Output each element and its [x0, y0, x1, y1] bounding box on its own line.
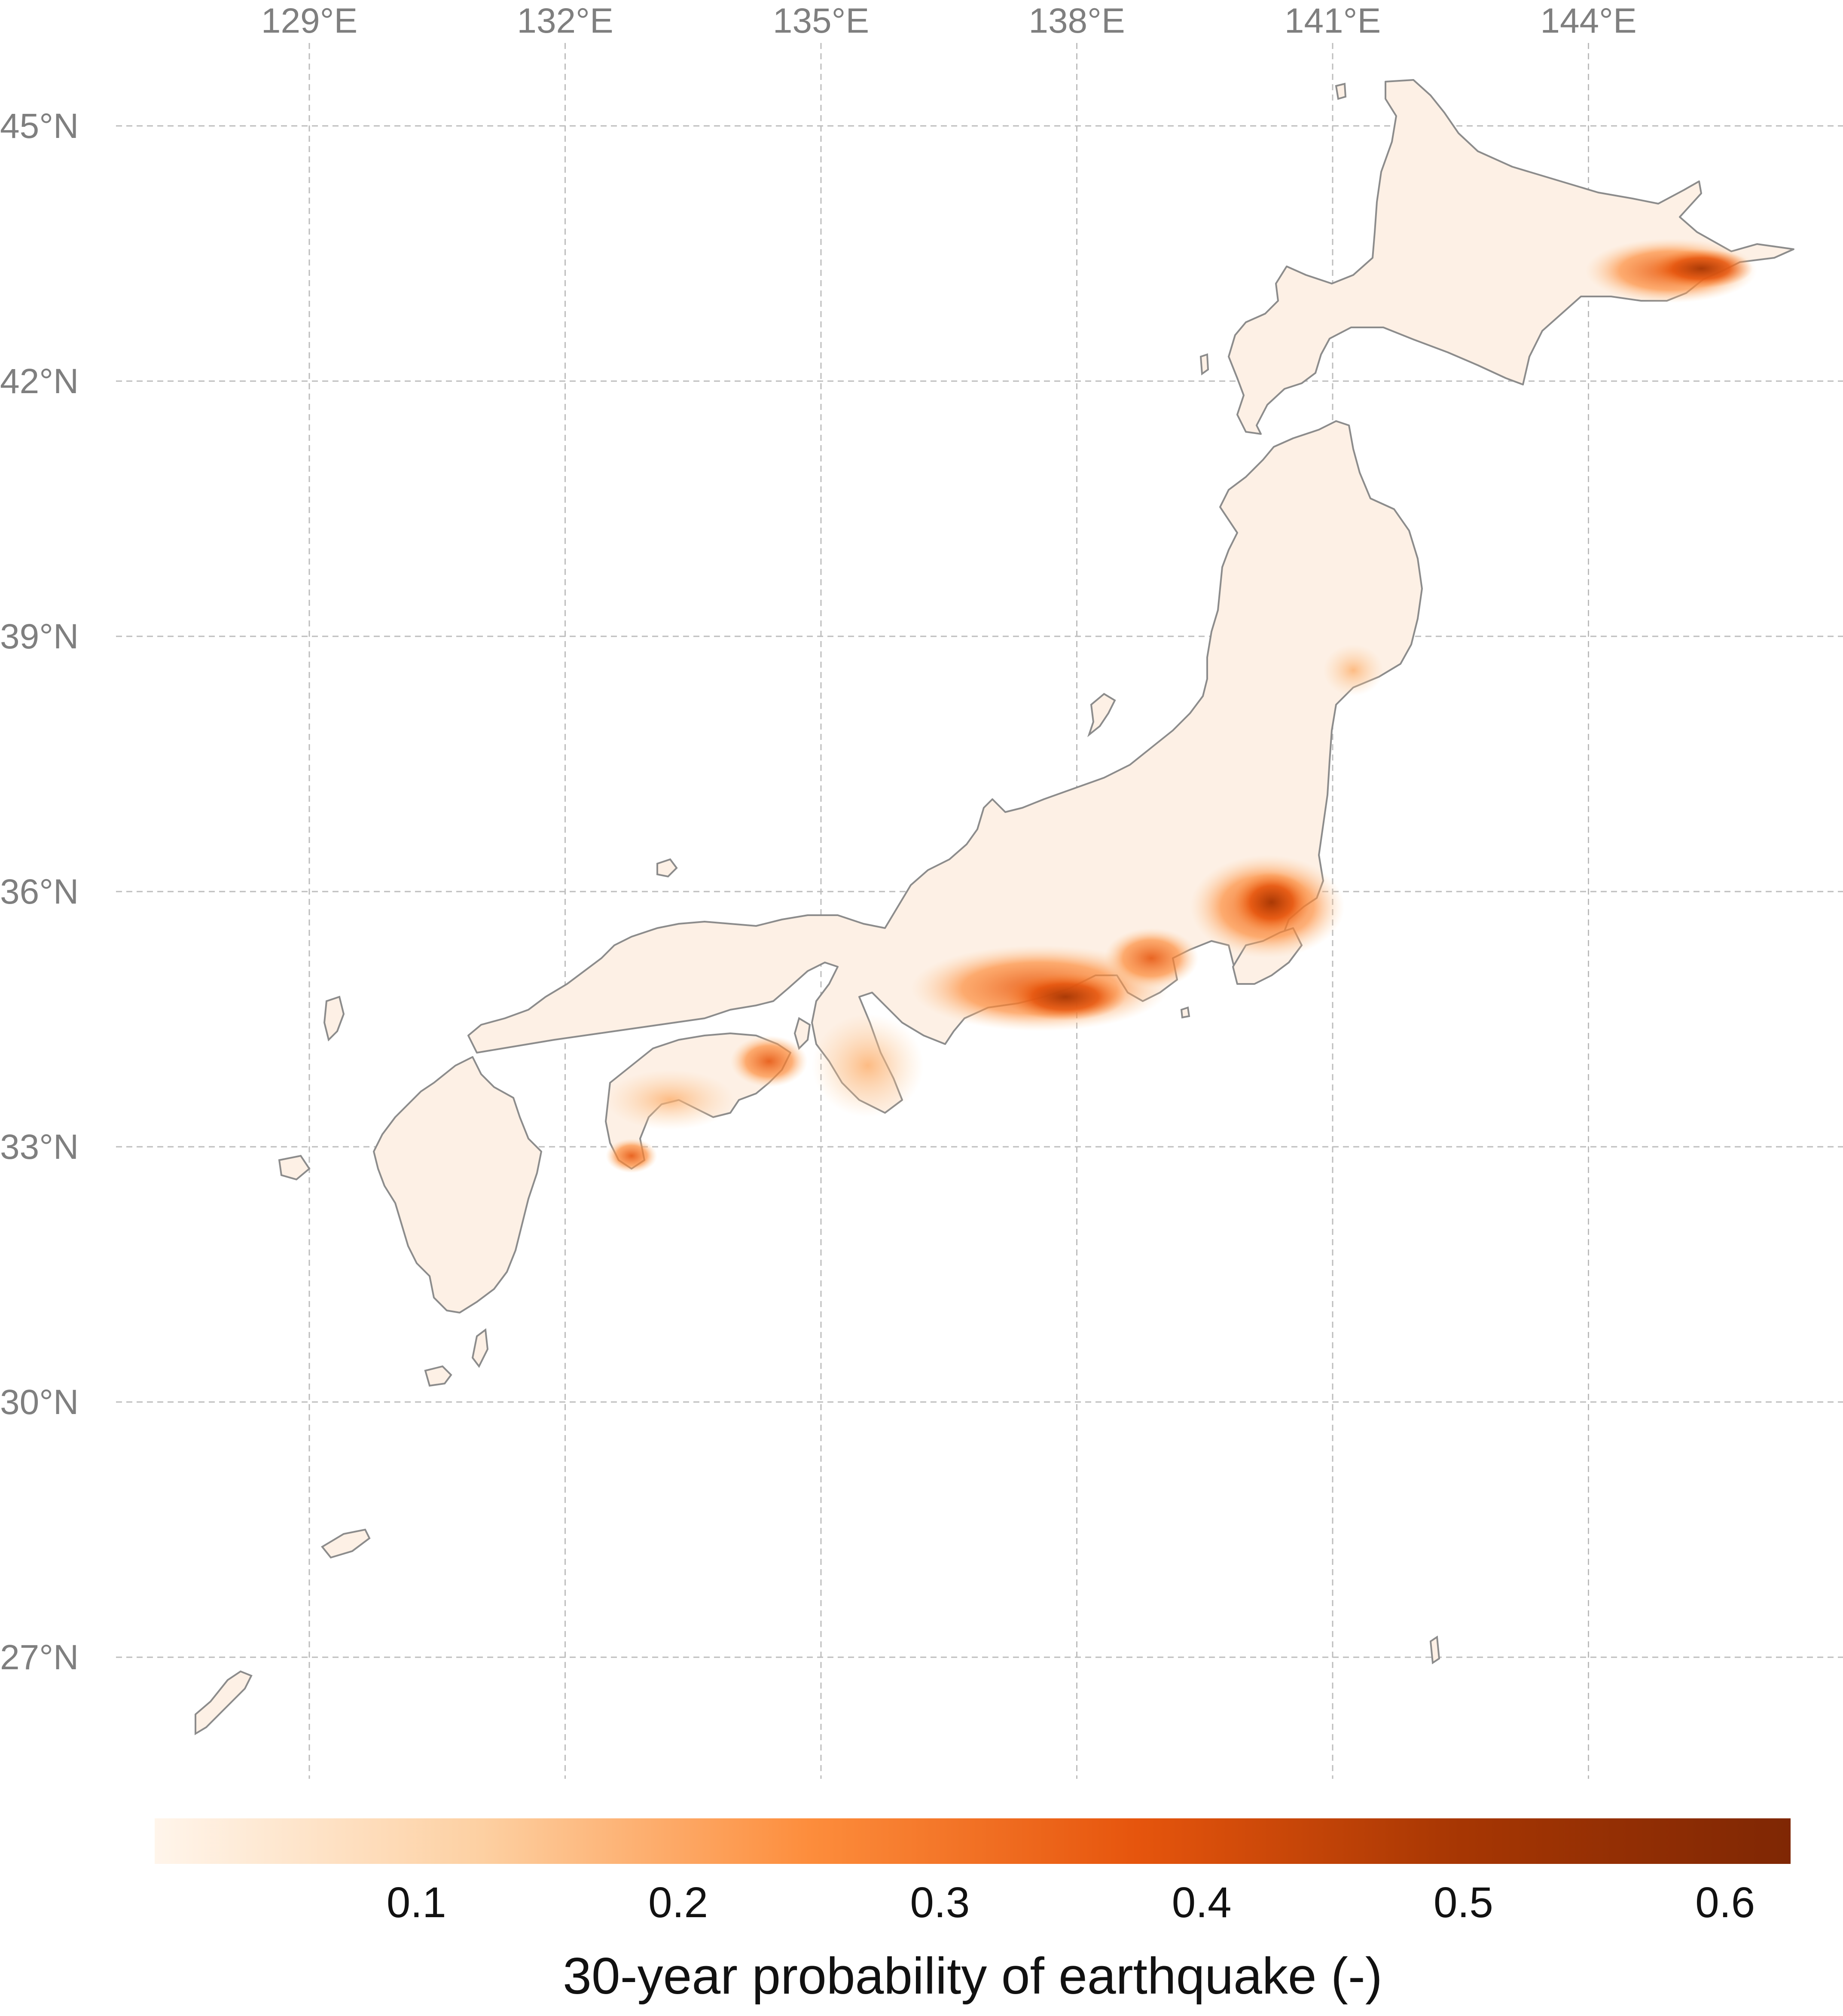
japan-land — [195, 79, 1794, 1735]
sado-island — [1087, 693, 1116, 737]
legend-colorbar — [155, 1818, 1791, 1864]
hotspot-shikoku-cape — [606, 1139, 657, 1173]
lon-tick-label: 135°E — [773, 1, 869, 40]
legend-tick-label: 0.3 — [910, 1879, 970, 1927]
izu-oshima — [1180, 1006, 1190, 1019]
lat-tick-label: 27°N — [0, 1638, 79, 1677]
longitude-labels: 129°E 132°E 135°E 138°E 141°E 144°E — [261, 1, 1637, 40]
hotspot-kii — [812, 1014, 924, 1117]
awaji-island — [793, 1017, 811, 1050]
lat-tick-label: 45°N — [0, 107, 79, 146]
hotspot-tohoku-east — [1323, 645, 1383, 696]
hotspot-shikoku-south — [606, 1070, 735, 1130]
lon-tick-label: 132°E — [517, 1, 613, 40]
lon-tick-label: 129°E — [261, 1, 357, 40]
lon-tick-label: 138°E — [1028, 1, 1125, 40]
lat-tick-label: 33°N — [0, 1127, 79, 1167]
lat-tick-label: 39°N — [0, 617, 79, 656]
legend-tick-label: 0.6 — [1695, 1879, 1755, 1927]
okinawa-island — [195, 1670, 253, 1735]
yakushima — [424, 1365, 452, 1387]
rebun-rishiri — [1335, 82, 1347, 100]
tanegashima — [471, 1328, 489, 1368]
goto-islands — [278, 1155, 311, 1181]
legend-title: 30-year probability of earthquake (-) — [563, 1947, 1382, 2005]
hotspot-izu — [1104, 928, 1199, 988]
legend-tick-label: 0.2 — [648, 1879, 708, 1927]
lat-tick-label: 42°N — [0, 362, 79, 401]
legend-ticks: 0.1 0.2 0.3 0.4 0.5 0.6 — [387, 1864, 1755, 1927]
legend-tick-label: 0.5 — [1434, 1879, 1493, 1927]
ogasawara — [1429, 1635, 1440, 1665]
hotspot-shikoku-east — [730, 1035, 808, 1087]
oki-islands — [656, 858, 678, 878]
amami-oshima — [321, 1528, 371, 1559]
lon-tick-label: 144°E — [1540, 1, 1636, 40]
lat-tick-label: 30°N — [0, 1383, 79, 1422]
hotspot-nemuro-core — [1650, 249, 1753, 288]
lat-tick-label: 36°N — [0, 872, 79, 911]
hotspot-tokai-core — [1005, 973, 1126, 1020]
tsushima — [323, 996, 345, 1042]
probability-hotspots — [606, 238, 1757, 1173]
hotspot-kanto-core — [1233, 872, 1310, 932]
lon-tick-label: 141°E — [1285, 1, 1381, 40]
kyushu — [373, 1056, 542, 1313]
okushiri — [1199, 353, 1209, 376]
latitude-labels: 45°N 42°N 39°N 36°N 33°N 30°N 27°N — [0, 107, 79, 1677]
hokkaido — [1228, 79, 1794, 435]
legend-tick-label: 0.4 — [1172, 1879, 1232, 1927]
legend-tick-label: 0.1 — [387, 1879, 446, 1927]
legend: 0.1 0.2 0.3 0.4 0.5 0.6 30-year probability o… — [155, 1818, 1791, 2005]
